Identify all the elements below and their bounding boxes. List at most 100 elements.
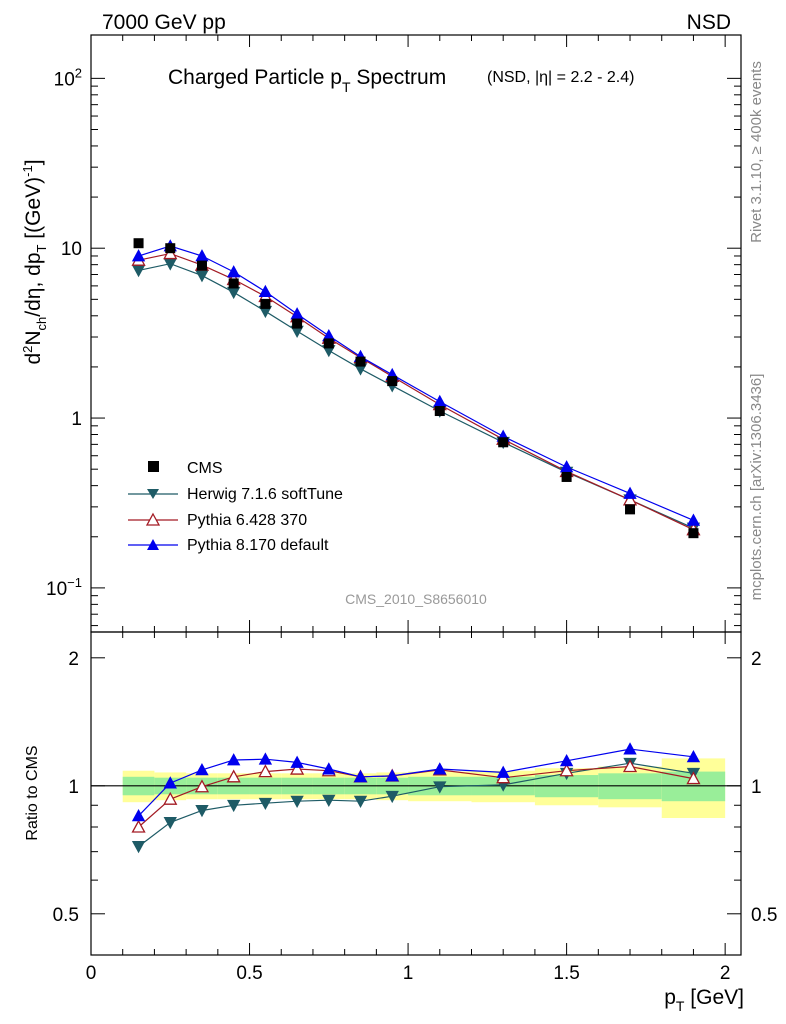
y-tick-label: 102	[54, 65, 82, 90]
ratio-line-1	[138, 765, 694, 828]
ratio-2-point	[623, 742, 637, 755]
ratio-2-point	[496, 765, 510, 778]
series-2-point	[433, 394, 447, 407]
ratio-0-point	[290, 795, 304, 809]
ratio-2-point	[559, 753, 574, 767]
cms-data-point	[387, 376, 398, 387]
ratio-y-tick-label-right: 1	[751, 777, 762, 798]
y-tick-label: 10	[61, 239, 82, 260]
series-2-point	[623, 486, 637, 499]
ratio-1-point	[290, 761, 305, 775]
ratio-panel-ticks: 0 0.5 1 1.5 2 0.5 0.5 1 1 2 2	[53, 632, 777, 984]
legend: CMS Herwig 7.1.6 softTune Pythia 6.428 3…	[128, 460, 343, 554]
cms-data-point	[688, 528, 699, 539]
x-axis-label: pT [GeV]	[664, 986, 744, 1014]
x-tick-label: 2	[720, 963, 731, 984]
ratio-1-point	[258, 764, 273, 778]
ratio-y-tick-label-right: 2	[751, 649, 762, 670]
cms-data-point	[625, 504, 636, 515]
series-0-point	[195, 270, 209, 283]
cms-data-point	[228, 278, 239, 289]
x-tick-label: 1.5	[553, 963, 579, 984]
series-0-point	[227, 286, 241, 300]
ratio-2-point	[258, 752, 273, 765]
ratio-2-point	[686, 749, 701, 763]
ratio-panel-markers	[131, 742, 701, 854]
cms-data-point	[196, 260, 207, 271]
legend-herwig-label: Herwig 7.1.6 softTune	[187, 486, 343, 503]
rivet-version-note: Rivet 3.1.10, ≥ 400k events	[748, 61, 765, 243]
analysis-watermark: CMS_2010_S8656010	[345, 591, 487, 607]
ratio-line-2	[138, 748, 694, 817]
legend-pythia8-label: Pythia 8.170 default	[187, 537, 329, 554]
y-tick-label: 1	[71, 409, 82, 430]
series-2-point	[227, 265, 241, 278]
cms-data-point	[498, 437, 509, 448]
legend-pythia8-marker	[147, 539, 159, 550]
cms-data-point	[165, 243, 176, 254]
ratio-0-point	[131, 841, 146, 854]
ratio-1-point	[131, 819, 146, 833]
cms-data-point	[434, 406, 445, 417]
ratio-2-point	[290, 755, 304, 768]
ratio-0-point	[322, 794, 336, 808]
ratio-1-point	[226, 769, 241, 783]
ratio-1-point	[163, 791, 178, 805]
series-2-point	[559, 460, 574, 473]
series-line-0	[138, 263, 694, 529]
legend-pythia6-marker	[145, 512, 161, 526]
ratio-2-point	[195, 763, 209, 776]
main-panel-ticks: 10−1 1 10 102	[46, 35, 741, 632]
ratio-0-point	[227, 799, 241, 813]
ratio-y-tick-label: 2	[68, 649, 79, 670]
series-2-point	[131, 249, 146, 262]
legend-cms-label: CMS	[187, 460, 223, 477]
cms-data-point	[561, 471, 572, 482]
ratio-0-point	[195, 805, 209, 818]
ratio-line-0	[138, 762, 694, 847]
ratio-y-tick-label: 0.5	[53, 905, 79, 926]
cms-data-point	[260, 298, 271, 309]
cms-data-point	[292, 318, 303, 329]
ratio-panel-series-lines	[138, 748, 694, 847]
mcplots-credit: mcplots.cern.ch [arXiv:1306.3436]	[748, 374, 765, 601]
x-tick-label: 0	[86, 963, 97, 984]
x-tick-label: 1	[403, 963, 414, 984]
y-tick-label: 10−1	[46, 575, 82, 600]
main-panel-series-lines	[138, 245, 694, 531]
series-line-1	[138, 252, 694, 531]
legend-cms-marker	[148, 461, 159, 472]
ratio-2-point	[163, 776, 177, 789]
ratio-2-point	[227, 753, 241, 766]
ratio-y-axis-label: Ratio to CMS	[24, 745, 41, 840]
cms-data-point	[355, 356, 366, 367]
legend-pythia6-label: Pythia 6.428 370	[187, 512, 307, 529]
ratio-panel-bands	[91, 758, 741, 818]
series-line-2	[138, 245, 694, 521]
ratio-0-point	[433, 781, 447, 794]
chart-title: Charged Particle pT Spectrum	[168, 66, 446, 95]
series-2-point	[258, 284, 273, 298]
header-energy-label: 7000 GeV pp	[102, 11, 226, 34]
ratio-1-point	[686, 771, 701, 785]
ratio-1-point	[559, 763, 574, 777]
ratio-2-point	[385, 769, 399, 782]
header-process-label: NSD	[687, 11, 731, 34]
series-2-point	[686, 513, 701, 526]
legend-herwig-marker	[147, 489, 159, 499]
ratio-1-point	[194, 779, 210, 793]
ratio-1-point	[622, 759, 638, 773]
ratio-0-point	[163, 817, 177, 830]
ratio-0-point	[353, 795, 368, 809]
ratio-2-point	[353, 769, 368, 783]
ratio-panel-frame	[90, 631, 742, 956]
main-panel-markers	[131, 238, 701, 539]
cms-data-point	[323, 338, 334, 349]
ratio-y-tick-label: 1	[68, 777, 79, 798]
y-axis-label: d2Nch/dη, dpT [(GeV)-1]	[20, 159, 49, 364]
cms-data-point	[133, 238, 144, 249]
ratio-0-point	[258, 797, 273, 811]
ratio-2-point	[433, 762, 447, 775]
ratio-y-tick-label-right: 0.5	[751, 905, 777, 926]
